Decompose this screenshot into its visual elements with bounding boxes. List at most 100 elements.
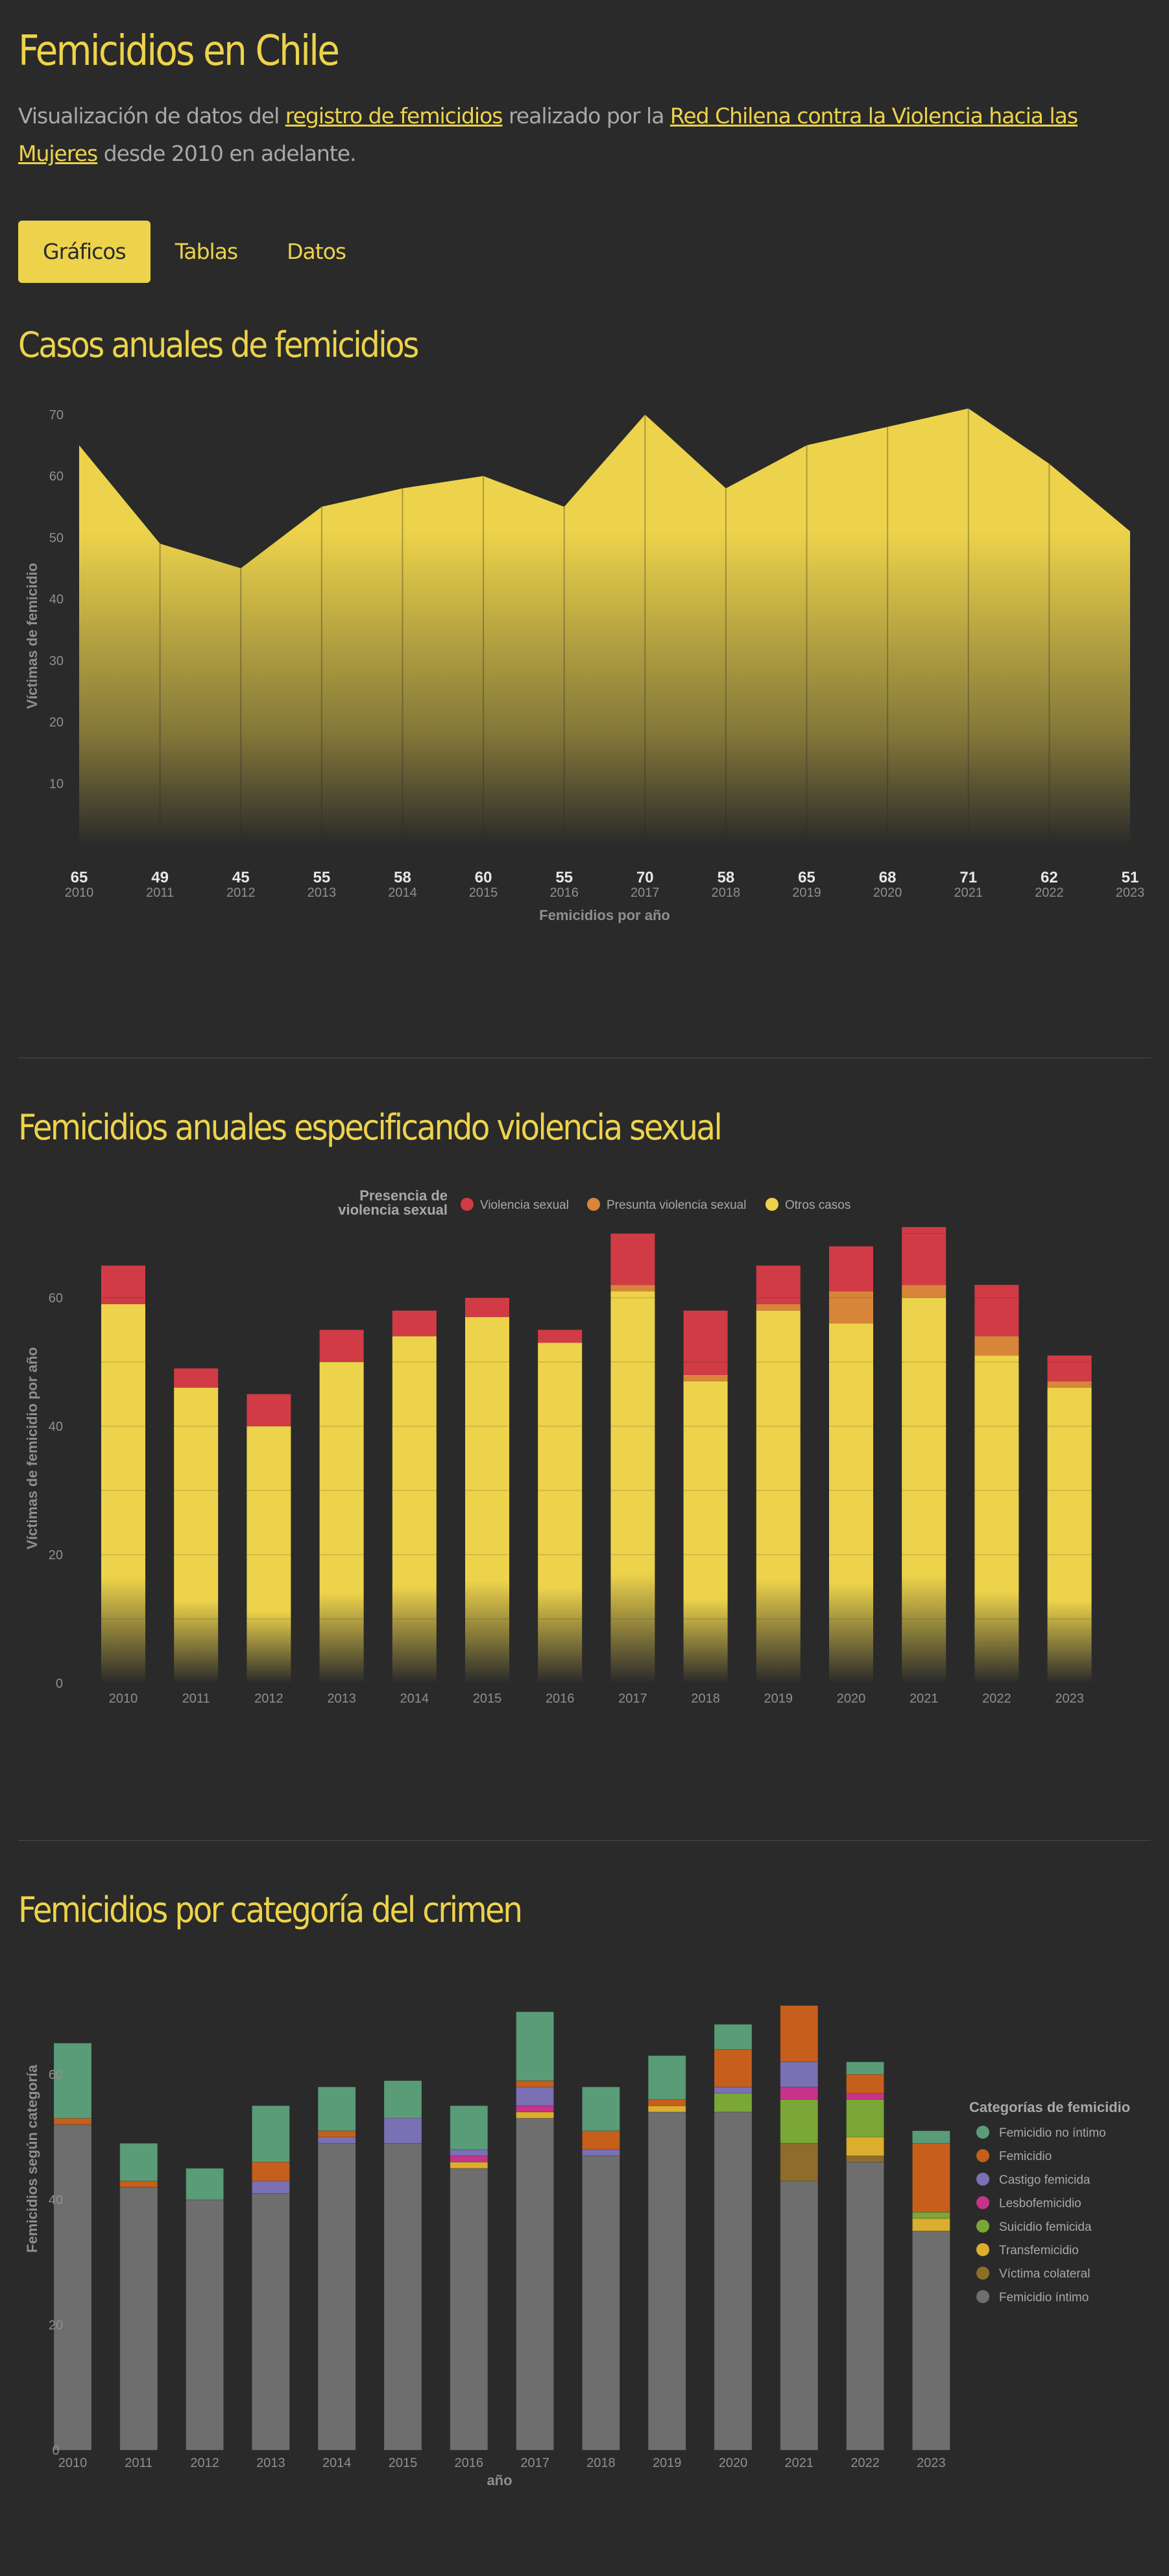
- value-label: 65: [798, 869, 815, 886]
- legend-label: Femicidio: [999, 2150, 1052, 2163]
- tab-tablas[interactable]: Tablas: [175, 239, 238, 264]
- bar-segment: [647, 2099, 686, 2106]
- registro-link[interactable]: registro de femicidios: [285, 103, 503, 128]
- x-tick-label: 2018: [691, 1692, 720, 1706]
- bar-segment: [846, 2137, 885, 2156]
- legend-marker: [976, 2290, 989, 2303]
- bar-segment: [846, 2061, 885, 2075]
- section-title-annual: Casos anuales de femicidios: [18, 324, 419, 365]
- x-tick-label: 2014: [388, 886, 417, 900]
- bar-segment: [317, 2130, 356, 2138]
- bar-segment: [610, 1285, 655, 1292]
- bar-segment: [251, 2180, 290, 2194]
- red-chilena-link[interactable]: Red Chilena contra la Violencia hacia la…: [18, 103, 1078, 166]
- bar-segment: [829, 1291, 873, 1324]
- bar-segment: [383, 2080, 422, 2119]
- bar-segment: [1047, 1381, 1092, 1388]
- x-tick-label: 2014: [322, 2456, 352, 2470]
- y-tick-label: 40: [49, 592, 64, 607]
- value-label: 58: [394, 869, 411, 886]
- bar-segment: [647, 2055, 686, 2100]
- x-tick-label: 2010: [109, 1692, 138, 1706]
- x-tick-label: 2022: [982, 1692, 1011, 1706]
- bar-segment: [516, 2086, 555, 2106]
- bar-segment: [317, 2143, 356, 2451]
- bar-segment: [683, 1310, 728, 1375]
- x-tick-label: 2015: [389, 2456, 418, 2470]
- x-tick-label: 2023: [1116, 886, 1145, 900]
- bar-segment: [581, 2155, 620, 2451]
- bar-segment: [780, 2143, 819, 2181]
- bar-segment: [647, 2105, 686, 2113]
- bar-segment: [756, 1304, 801, 1311]
- tab-datos[interactable]: Datos: [287, 239, 346, 264]
- y-axis-label: Víctimas de femicidio por año: [24, 1347, 40, 1549]
- bar-segment: [780, 2086, 819, 2100]
- bar-segment: [53, 2118, 92, 2125]
- x-tick-label: 2019: [764, 1692, 793, 1706]
- x-tick-label: 2017: [631, 886, 660, 900]
- x-tick-label: 2020: [837, 1692, 866, 1706]
- legend-label: Suicidio femicida: [999, 2220, 1092, 2234]
- bar-segment: [317, 2137, 356, 2144]
- bar-segment: [846, 2074, 885, 2094]
- x-tick-label: 2023: [917, 2456, 946, 2470]
- legend-label: Presunta violencia sexual: [607, 1198, 746, 1212]
- x-tick-label: 2010: [65, 886, 94, 900]
- y-tick-label: 60: [49, 2068, 63, 2082]
- bar-segment: [186, 2199, 224, 2451]
- bar-segment: [714, 2111, 753, 2451]
- bar-segment: [610, 1291, 655, 1683]
- x-tick-label: 2021: [910, 1692, 939, 1706]
- legend-label: Lesbofemicidio: [999, 2197, 1081, 2211]
- bar-segment: [714, 2086, 753, 2094]
- y-tick-label: 40: [49, 2193, 63, 2207]
- bar-segment: [647, 2111, 686, 2451]
- x-tick-label: 2011: [182, 1692, 210, 1706]
- bar-segment: [247, 1394, 291, 1426]
- bar-segment: [829, 1323, 873, 1683]
- x-axis-label: Femicidios por año: [539, 907, 670, 923]
- x-tick-label: 2015: [469, 886, 498, 900]
- bar-segment: [846, 2093, 885, 2100]
- value-label: 58: [717, 869, 735, 886]
- legend-marker: [976, 2126, 989, 2139]
- x-tick-label: 2012: [226, 886, 256, 900]
- legend-label: Transfemicidio: [999, 2244, 1079, 2257]
- legend-title: Categorías de femicidio: [969, 2099, 1130, 2115]
- legend-marker: [976, 2266, 989, 2280]
- value-label: 70: [636, 869, 654, 886]
- y-tick-label: 40: [49, 1420, 63, 1434]
- x-tick-label: 2012: [190, 2456, 219, 2470]
- value-label: 71: [959, 869, 977, 886]
- x-tick-label: 2014: [400, 1692, 429, 1706]
- legend-title: Presencia de: [359, 1187, 448, 1204]
- bar-segment: [251, 2193, 290, 2451]
- bar-segment: [319, 1330, 364, 1362]
- bar-segment: [780, 2099, 819, 2144]
- value-label: 65: [71, 869, 88, 886]
- bar-segment: [101, 1304, 145, 1683]
- value-label: 51: [1122, 869, 1139, 886]
- x-tick-label: 2012: [254, 1692, 283, 1706]
- value-label: 55: [555, 869, 573, 886]
- x-tick-label: 2019: [653, 2456, 682, 2470]
- x-tick-label: 2011: [146, 886, 174, 900]
- x-tick-label: 2018: [586, 2456, 616, 2470]
- x-tick-label: 2010: [58, 2456, 88, 2470]
- bar-segment: [119, 2180, 158, 2188]
- intro-text: desde 2010 en adelante.: [97, 141, 357, 166]
- legend-label: Femicidio no íntimo: [999, 2126, 1106, 2140]
- legend-label: Castigo femicida: [999, 2173, 1091, 2187]
- legend-marker: [976, 2196, 989, 2209]
- intro-text: realizado por la: [502, 103, 670, 128]
- bar-segment: [780, 2005, 819, 2063]
- bar-segment: [911, 2211, 950, 2219]
- legend-title: violencia sexual: [338, 1202, 448, 1218]
- x-tick-label: 2011: [125, 2456, 152, 2470]
- bar-segment: [974, 1285, 1019, 1337]
- bar-segment: [974, 1336, 1019, 1356]
- bar-segment: [610, 1233, 655, 1285]
- y-tick-label: 20: [49, 2318, 63, 2333]
- tab-graficos[interactable]: Gráficos: [18, 221, 151, 283]
